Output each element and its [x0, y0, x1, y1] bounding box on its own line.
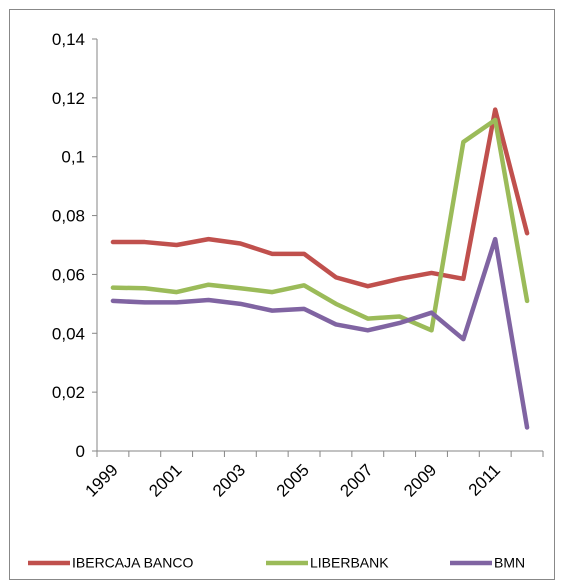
y-tick-label: 0,14: [52, 30, 85, 49]
y-tick-label: 0,08: [52, 207, 85, 226]
series-line: [110, 117, 530, 333]
series-line: [110, 107, 530, 289]
y-tick-label: 0,06: [52, 265, 85, 284]
y-tick-label: 0: [76, 442, 85, 461]
series-line: [110, 236, 530, 430]
y-tick-label: 0,02: [52, 383, 85, 402]
y-tick-label: 0,1: [61, 148, 85, 167]
y-tick-label: 0,04: [52, 324, 85, 343]
legend-label: BMN: [494, 555, 525, 571]
legend-label: LIBERBANK: [310, 555, 389, 571]
legend-label: IBERCAJA BANCO: [72, 555, 193, 571]
chart-frame: [9, 9, 555, 580]
y-tick-label: 0,12: [52, 89, 85, 108]
